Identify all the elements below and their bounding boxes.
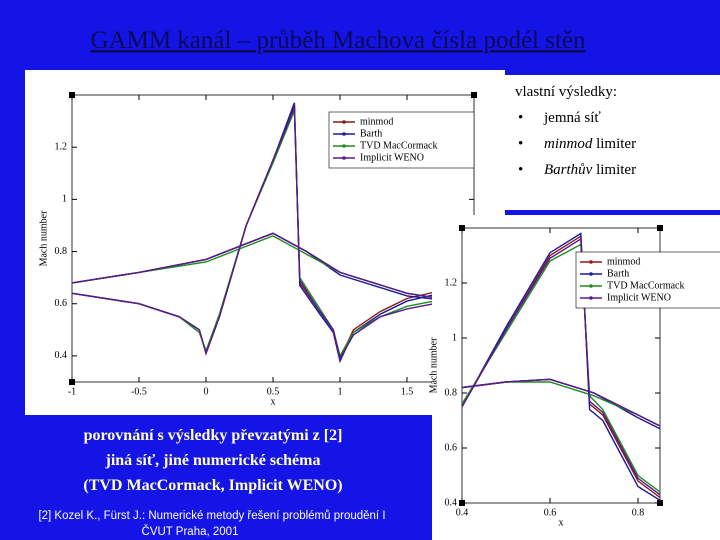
plot-area (462, 232, 660, 501)
comparison-line: porovnání s výsledky převzatými z [2] (84, 427, 343, 444)
legend-label: TVD MacCormack (360, 140, 437, 151)
results-item: minmod limiter (544, 136, 636, 152)
results-item: jemná síť (543, 110, 601, 126)
legend-marker (342, 156, 346, 160)
legend-label: minmod (360, 116, 393, 127)
y-tick-label: 1.2 (445, 277, 458, 288)
item-text: limiter (596, 136, 636, 152)
y-tick-label: 0.6 (55, 298, 68, 309)
x-tick-label: 0.8 (632, 507, 645, 518)
y-axis-label: Mach number (38, 210, 49, 266)
y-tick-label: 0.8 (445, 387, 458, 398)
y-tick-label: 1.2 (55, 141, 68, 152)
y-tick-label: 0.4 (55, 350, 68, 361)
item-emphasis: Barthův (544, 162, 593, 178)
results-panel (505, 75, 720, 210)
legend-label: Barth (360, 128, 382, 139)
legend-marker (589, 284, 593, 288)
plot-area (72, 102, 474, 364)
results-item: Barthův limiter (544, 162, 636, 178)
comparison-text: porovnání s výsledky převzatými z [2] ji… (83, 427, 342, 494)
results-heading: vlastní výsledky: (515, 84, 617, 100)
axis-corner (657, 225, 663, 231)
item-text: limiter (596, 162, 636, 178)
legend-label: TVD MacCormack (607, 280, 684, 291)
y-tick-label: 0.6 (445, 442, 458, 453)
legend-label: Implicit WENO (607, 292, 671, 303)
x-axis-label: x (271, 396, 276, 407)
y-tick-label: 0.4 (445, 497, 458, 508)
comparison-line: (TVD MacCormack, Implicit WENO) (83, 477, 342, 494)
comparison-line: jiná síť, jiné numerické schéma (105, 452, 321, 469)
item-emphasis: minmod (544, 136, 593, 152)
legend-marker (342, 120, 346, 124)
legend-marker (589, 272, 593, 276)
series-line (72, 107, 474, 361)
x-tick-label: 0.5 (267, 386, 280, 397)
series-line (462, 237, 660, 496)
bullet: • (518, 162, 523, 178)
legend-marker (589, 296, 593, 300)
bullet: • (518, 110, 523, 126)
y-tick-label: 0.8 (55, 246, 68, 257)
x-tick-label: 1.5 (401, 386, 414, 397)
legend-marker (589, 260, 593, 264)
x-axis-label: x (559, 517, 564, 528)
x-tick-label: -0.5 (131, 386, 147, 397)
x-tick-label: 0.6 (544, 507, 557, 518)
legend-label: minmod (607, 256, 640, 267)
legend-marker (342, 132, 346, 136)
results-box: vlastní výsledky: • jemná síť • minmod l… (505, 75, 720, 210)
legend-label: Implicit WENO (360, 152, 424, 163)
x-tick-label: -1 (68, 386, 76, 397)
bullet: • (518, 136, 523, 152)
legend-label: Barth (607, 268, 629, 279)
axis-corner (471, 92, 477, 98)
y-axis-label: Mach number (428, 337, 439, 393)
axes-frame (461, 227, 661, 504)
slide-title: GAMM kanál – průběh Machova čísla podél … (90, 27, 586, 54)
reference-line: [2] Kozel K., Fürst J.: Numerické metody… (38, 510, 385, 522)
chart-1: 0.4 0.6 0.8 1 1.2 -1 -0.5 0 0.5 1 1.5 x Mach number m… (25, 70, 505, 415)
x-tick-label: 1 (338, 386, 343, 397)
legend-marker (342, 144, 346, 148)
y-tick-label: 1 (62, 194, 67, 205)
reference-text: [2] Kozel K., Fürst J.: Numerické metody… (38, 510, 385, 538)
x-tick-label: 0.4 (456, 507, 469, 518)
y-tick-label: 1 (452, 332, 457, 343)
reference-line: ČVUT Praha, 2001 (142, 525, 239, 538)
x-tick-label: 0 (204, 386, 209, 397)
chart-2: 0.4 0.6 0.8 1 1.2 0.4 0.6 0.8 x Mach number minmod… (428, 215, 720, 540)
